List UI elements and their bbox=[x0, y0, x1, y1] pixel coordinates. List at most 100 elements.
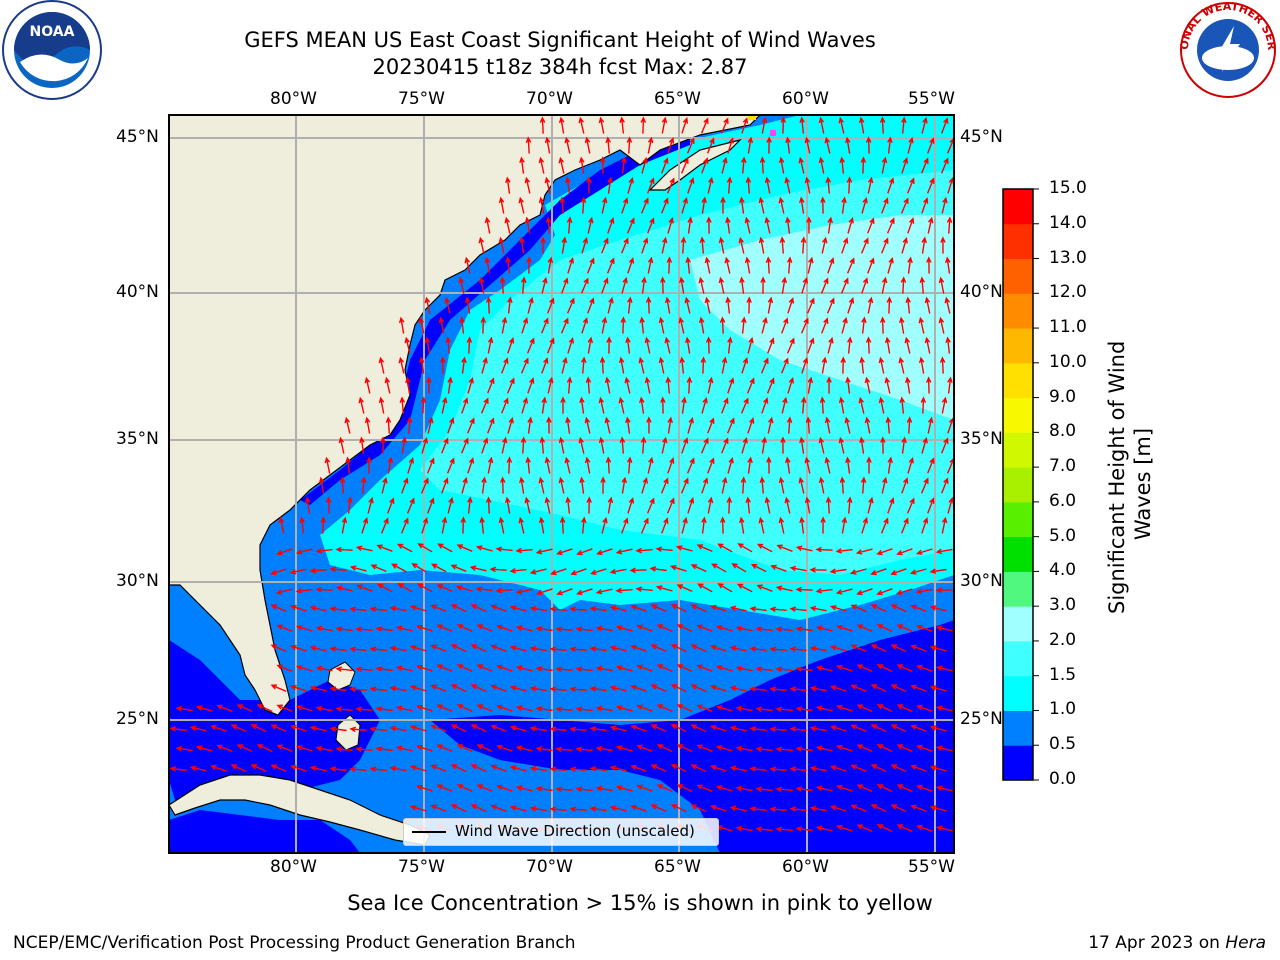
wave-direction-arrow bbox=[426, 457, 435, 474]
wave-direction-arrow bbox=[515, 665, 533, 672]
wave-direction-arrow bbox=[921, 517, 929, 534]
wave-direction-arrow bbox=[461, 397, 469, 414]
wave-direction-arrow bbox=[601, 316, 608, 334]
wave-direction-arrow bbox=[776, 544, 793, 552]
wave-direction-arrow bbox=[315, 625, 333, 632]
wave-direction-arrow bbox=[807, 256, 814, 274]
wave-direction-arrow bbox=[827, 336, 834, 354]
wave-direction-arrow bbox=[736, 583, 753, 593]
contour-2-3 bbox=[690, 215, 954, 420]
wave-direction-arrow bbox=[436, 624, 453, 633]
wave-direction-arrow bbox=[555, 626, 573, 633]
wave-direction-arrow bbox=[535, 746, 553, 752]
wave-direction-arrow bbox=[690, 564, 707, 573]
wave-direction-arrow bbox=[945, 256, 951, 274]
wave-direction-arrow bbox=[861, 316, 867, 334]
wave-direction-arrow bbox=[646, 416, 652, 434]
wave-direction-arrow bbox=[690, 644, 707, 653]
wave-direction-arrow bbox=[636, 624, 653, 632]
wave-direction-arrow bbox=[656, 704, 673, 713]
wave-direction-arrow bbox=[829, 765, 847, 772]
wave-direction-arrow bbox=[560, 317, 569, 334]
wave-direction-arrow bbox=[527, 377, 535, 394]
wave-direction-arrow bbox=[295, 705, 313, 712]
wave-direction-arrow bbox=[664, 336, 671, 354]
wave-direction-arrow bbox=[806, 216, 812, 234]
wave-direction-arrow bbox=[595, 785, 613, 792]
wave-direction-arrow bbox=[409, 605, 427, 612]
wave-direction-arrow bbox=[769, 806, 787, 813]
wave-direction-arrow bbox=[460, 437, 469, 454]
wave-direction-arrow bbox=[910, 644, 927, 652]
wave-direction-arrow bbox=[487, 377, 495, 394]
wave-direction-arrow bbox=[865, 136, 872, 154]
colorbar-swatch bbox=[1003, 189, 1033, 225]
wave-direction-arrow bbox=[781, 276, 788, 294]
wave-direction-arrow bbox=[827, 216, 833, 234]
wave-direction-arrow bbox=[927, 416, 934, 434]
wave-direction-arrow bbox=[349, 766, 367, 773]
wave-direction-arrow bbox=[898, 356, 905, 374]
wave-direction-arrow bbox=[661, 436, 668, 454]
wave-direction-arrow bbox=[361, 517, 369, 534]
wave-direction-arrow bbox=[416, 664, 433, 672]
wave-direction-arrow bbox=[769, 766, 787, 773]
wave-direction-arrow bbox=[929, 805, 947, 812]
wave-direction-arrow bbox=[861, 277, 869, 294]
wave-direction-arrow bbox=[755, 826, 773, 832]
wave-direction-arrow bbox=[576, 548, 593, 556]
wave-direction-arrow bbox=[538, 516, 545, 534]
wave-direction-arrow bbox=[490, 804, 507, 812]
wave-direction-arrow bbox=[696, 704, 713, 712]
wave-direction-arrow bbox=[755, 666, 773, 672]
wave-direction-arrow bbox=[496, 744, 513, 752]
wave-direction-arrow bbox=[487, 417, 495, 434]
wave-direction-arrow bbox=[466, 336, 473, 354]
wave-direction-arrow bbox=[807, 376, 814, 394]
colorbar-swatch bbox=[1003, 606, 1033, 642]
wave-direction-arrow bbox=[746, 296, 752, 314]
wave-direction-arrow bbox=[945, 336, 951, 354]
wave-direction-arrow bbox=[315, 548, 333, 554]
wave-direction-arrow bbox=[761, 316, 768, 334]
wave-direction-arrow bbox=[870, 568, 887, 576]
colorbar-swatch bbox=[1003, 328, 1033, 364]
wave-direction-arrow bbox=[840, 277, 849, 294]
wave-direction-arrow bbox=[856, 744, 873, 753]
wave-direction-arrow bbox=[519, 476, 525, 494]
wave-direction-arrow bbox=[406, 497, 415, 514]
wave-direction-arrow bbox=[711, 563, 727, 573]
colorbar-tick-label: 1.0 bbox=[1049, 699, 1077, 720]
wave-direction-arrow bbox=[418, 316, 425, 334]
colorbar-tick-label: 14.0 bbox=[1049, 212, 1087, 233]
wave-direction-arrow bbox=[670, 724, 687, 733]
wave-direction-arrow bbox=[335, 706, 353, 712]
wave-direction-arrow bbox=[527, 296, 534, 314]
wave-direction-arrow bbox=[378, 356, 385, 374]
wave-direction-arrow bbox=[304, 496, 311, 514]
wave-direction-arrow bbox=[775, 746, 793, 753]
wave-direction-arrow bbox=[547, 256, 554, 274]
lon-label-bottom: 65°W bbox=[654, 857, 701, 877]
wave-direction-arrow bbox=[786, 416, 793, 434]
wave-direction-arrow bbox=[838, 436, 845, 454]
wave-direction-arrow bbox=[696, 744, 713, 752]
wave-direction-arrow bbox=[559, 516, 566, 534]
wave-direction-arrow bbox=[670, 684, 687, 693]
wave-direction-arrow bbox=[726, 417, 735, 434]
wave-direction-arrow bbox=[799, 116, 805, 134]
wave-direction-arrow bbox=[740, 397, 749, 414]
wave-direction-arrow bbox=[920, 157, 929, 174]
wave-direction-arrow bbox=[501, 316, 508, 334]
wave-direction-arrow bbox=[727, 456, 734, 474]
wave-direction-arrow bbox=[864, 376, 871, 394]
wave-direction-arrow bbox=[870, 604, 887, 613]
wave-direction-arrow bbox=[606, 257, 615, 274]
wave-direction-arrow bbox=[670, 644, 687, 653]
wave-direction-arrow bbox=[609, 805, 627, 812]
wave-direction-arrow bbox=[476, 784, 493, 793]
wave-direction-arrow bbox=[704, 296, 711, 314]
wave-direction-arrow bbox=[825, 496, 832, 514]
wave-direction-arrow bbox=[944, 296, 951, 314]
wave-direction-arrow bbox=[490, 764, 507, 772]
